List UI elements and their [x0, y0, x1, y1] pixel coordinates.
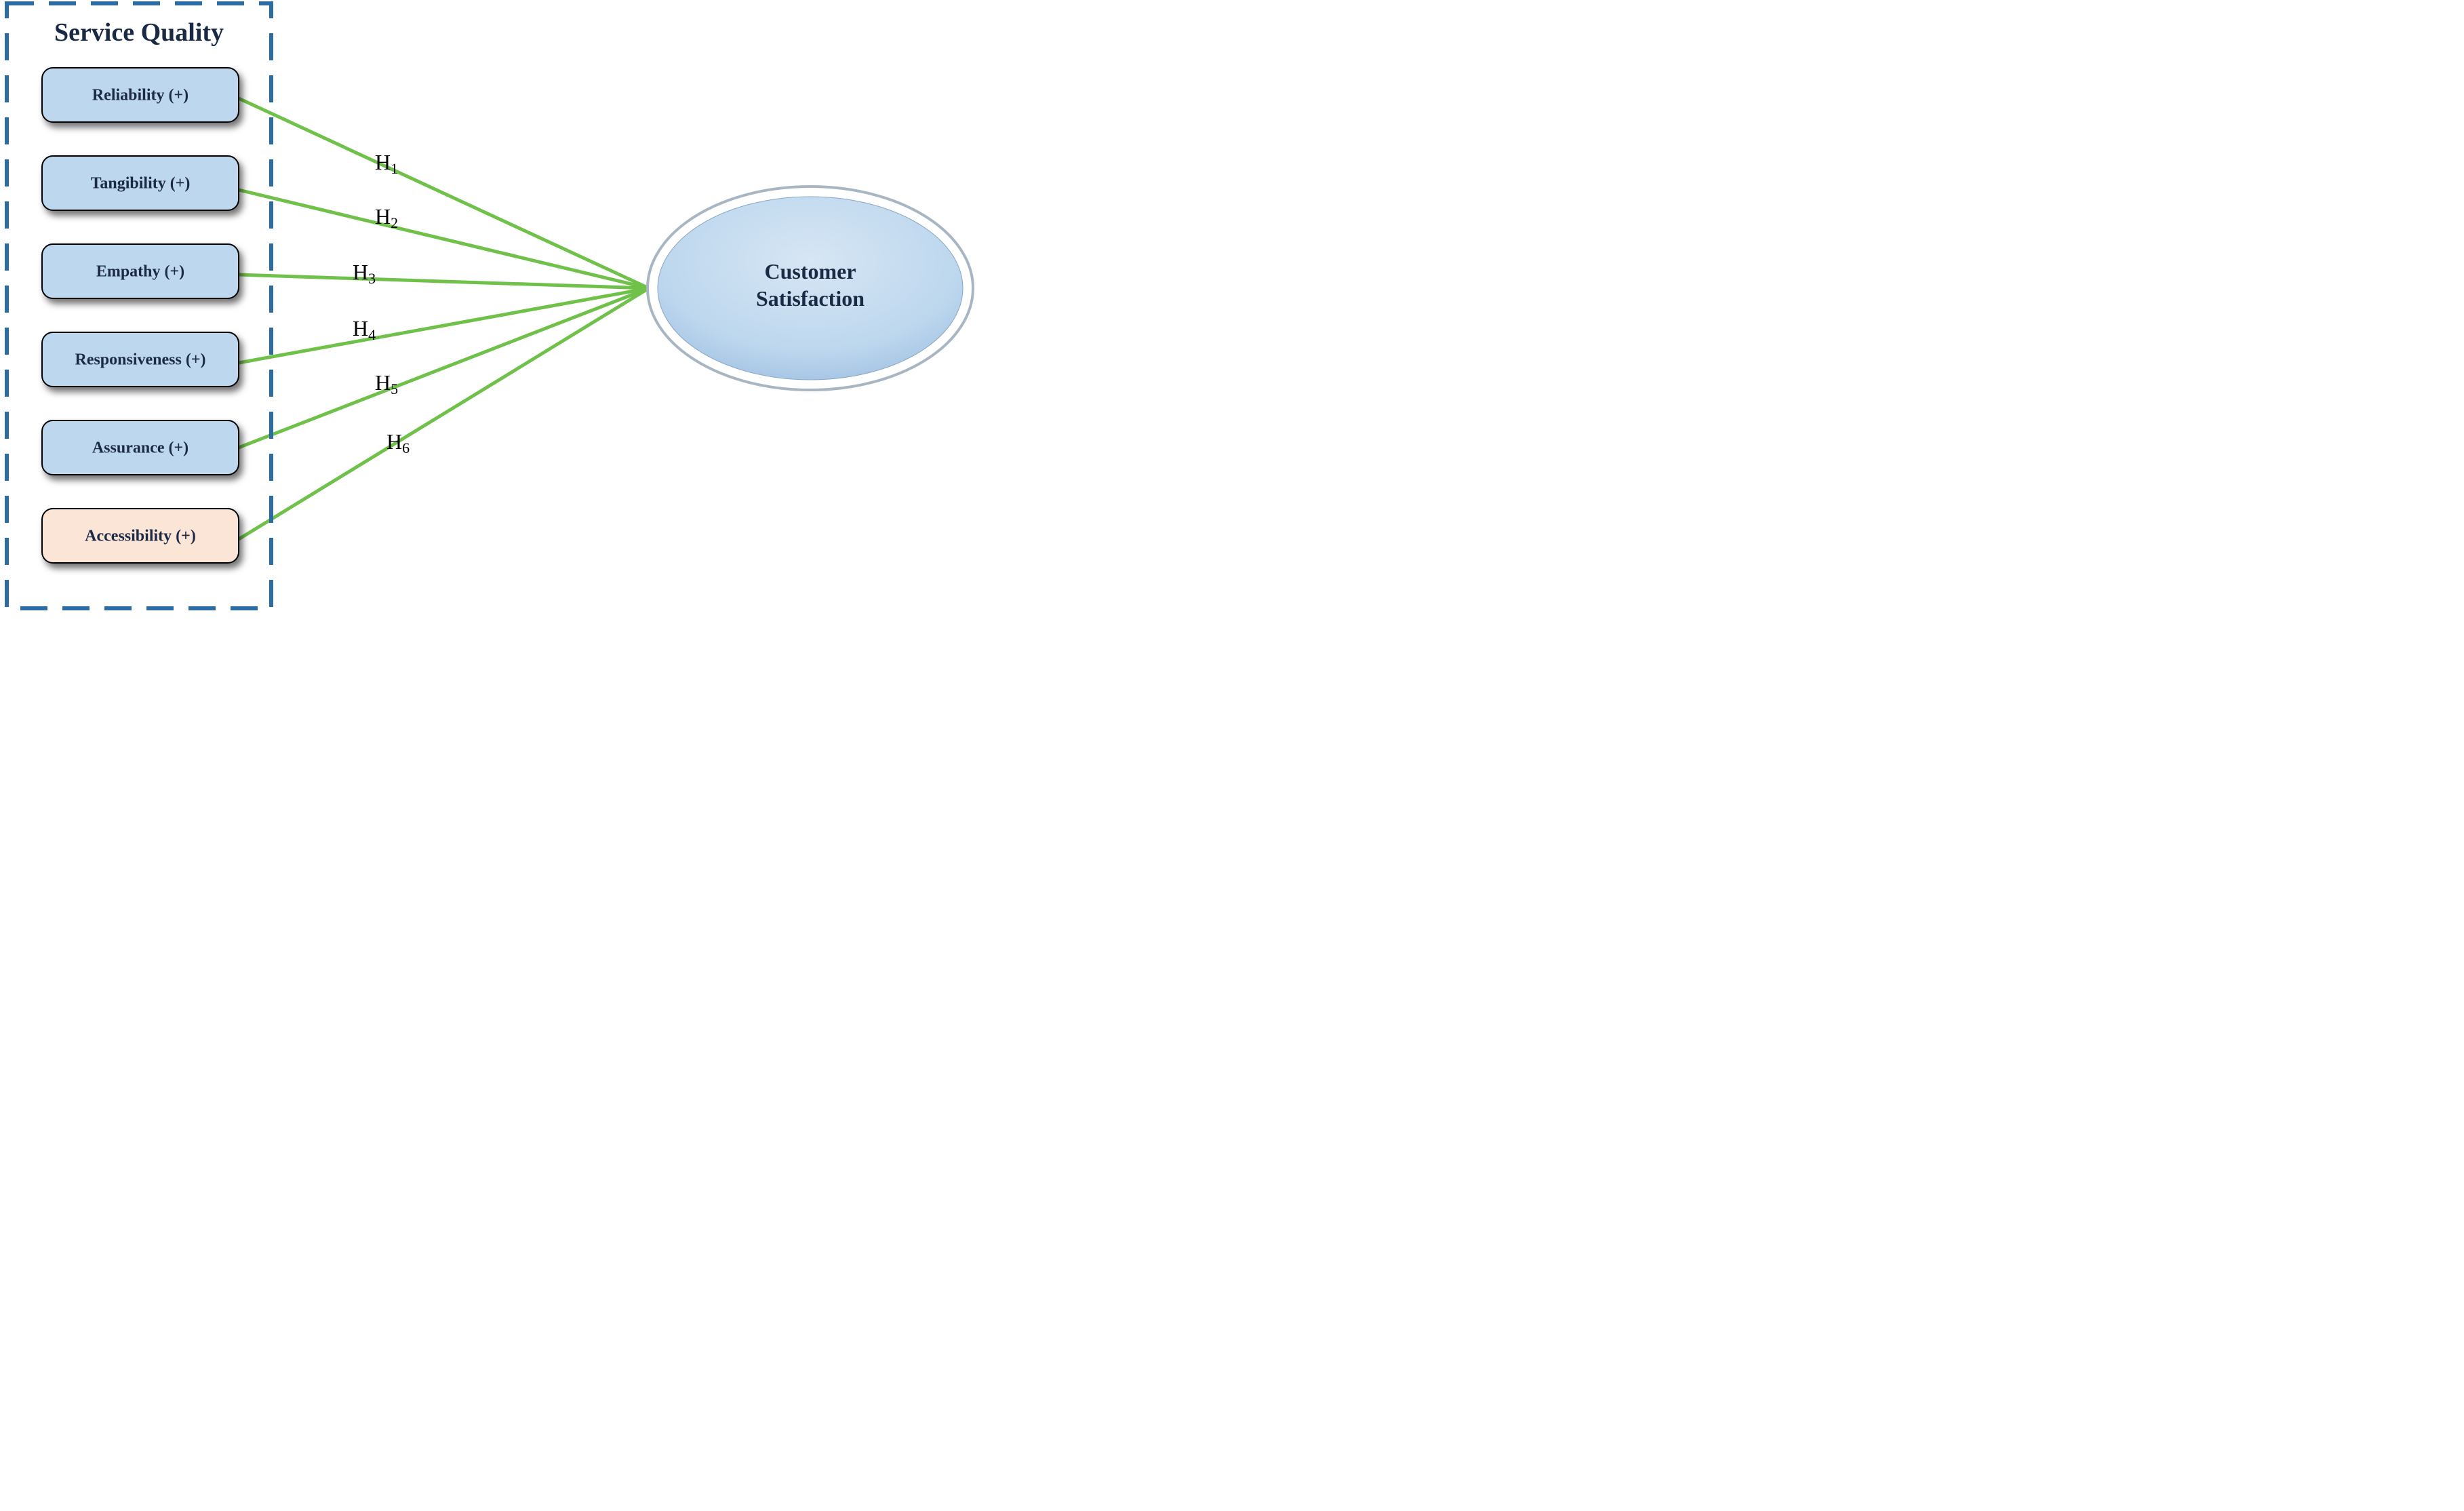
factor-label-reliability: Reliability (+)	[92, 87, 188, 104]
factor-label-responsiveness: Responsiveness (+)	[75, 351, 205, 369]
factor-reliability: Reliability (+)	[42, 68, 239, 122]
hypothesis-label-5: H5	[375, 370, 398, 397]
factor-assurance: Assurance (+)	[42, 420, 239, 475]
factor-label-empathy: Empathy (+)	[96, 263, 184, 281]
edge-tangibility	[239, 190, 649, 288]
factor-label-assurance: Assurance (+)	[92, 439, 188, 457]
hypothesis-label-6: H6	[386, 429, 410, 456]
hypothesis-label-3: H3	[353, 260, 376, 287]
hypothesis-label-2: H2	[375, 204, 398, 231]
factor-empathy: Empathy (+)	[42, 244, 239, 298]
factor-label-accessibility: Accessibility (+)	[85, 528, 196, 545]
customer-satisfaction-node: Customer Satisfaction	[648, 187, 973, 390]
hypothesis-label-1: H1	[375, 150, 398, 177]
edge-empathy	[239, 275, 649, 288]
factor-responsiveness: Responsiveness (+)	[42, 332, 239, 387]
hypothesis-label-4: H4	[353, 316, 376, 343]
container-title: Service Quality	[54, 18, 224, 47]
factor-label-tangibility: Tangibility (+)	[91, 175, 191, 193]
target-label-line2: Satisfaction	[756, 286, 865, 311]
factor-accessibility: Accessibility (+)	[42, 509, 239, 563]
factor-tangibility: Tangibility (+)	[42, 156, 239, 210]
edge-reliability	[239, 98, 649, 288]
edge-assurance	[239, 288, 649, 448]
target-label-line1: Customer	[764, 259, 856, 283]
